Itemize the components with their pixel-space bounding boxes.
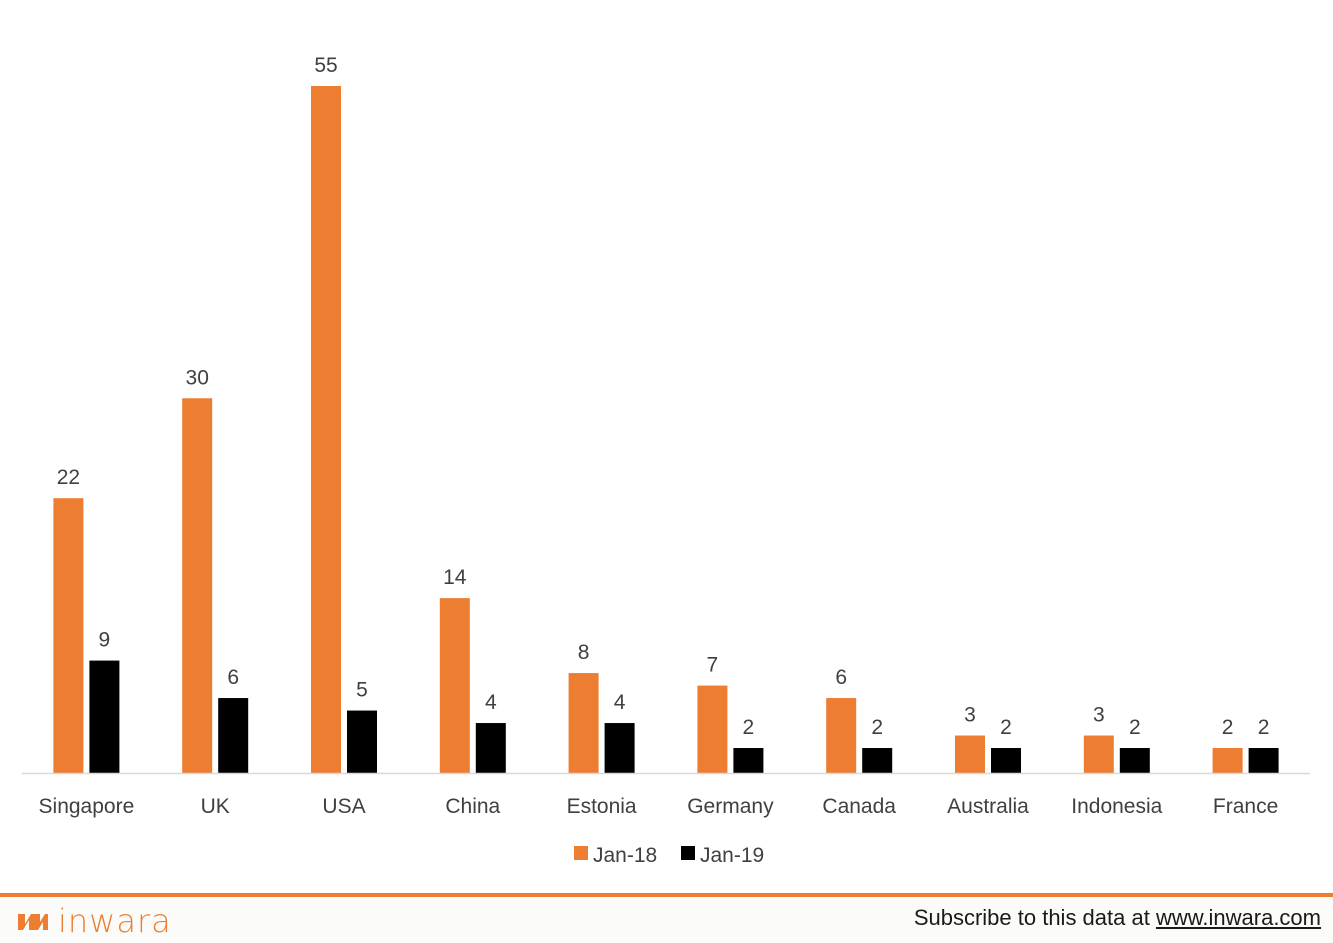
x-tick-label: USA <box>322 795 365 818</box>
data-label: 2 <box>871 716 883 739</box>
data-label: 2 <box>1000 716 1012 739</box>
footer: inwara Subscribe to this data at www.inw… <box>0 897 1333 943</box>
data-label: 2 <box>1129 716 1141 739</box>
data-label: 4 <box>614 691 626 714</box>
data-label: 2 <box>743 716 755 739</box>
data-label: 2 <box>1222 716 1234 739</box>
data-label: 55 <box>314 54 337 77</box>
bar-jan-18 <box>568 673 599 773</box>
subscribe-text: Subscribe to this data at www.inwara.com <box>914 905 1321 931</box>
x-tick-label: Australia <box>947 795 1029 818</box>
bar-jan-19 <box>89 660 120 773</box>
bar-jan-19 <box>604 723 635 773</box>
bar-jan-19 <box>733 748 764 773</box>
bar-jan-19 <box>475 723 506 773</box>
bar-jan-19 <box>862 748 893 773</box>
legend-label: Jan-18 <box>593 844 657 867</box>
bar-jan-18 <box>1083 735 1114 773</box>
x-tick-label: Canada <box>822 795 896 818</box>
data-label: 4 <box>485 691 497 714</box>
data-label: 9 <box>99 629 111 652</box>
footer-divider <box>0 893 1333 897</box>
inwara-logo-icon <box>18 914 48 930</box>
bar-jan-19 <box>991 748 1021 773</box>
data-label: 3 <box>964 704 976 727</box>
bar-jan-19 <box>347 710 377 773</box>
bar-jan-18 <box>1212 748 1243 773</box>
x-tick-label: Singapore <box>39 795 135 818</box>
legend-label: Jan-19 <box>700 844 764 867</box>
bar-jan-18 <box>955 735 985 773</box>
bar-chart: 229Singapore306UK555USA144China84Estonia… <box>22 54 1310 867</box>
bar-jan-18 <box>439 598 470 773</box>
x-tick-label: Indonesia <box>1071 795 1162 818</box>
bar-jan-18 <box>697 685 728 773</box>
bar-jan-19 <box>1119 748 1150 773</box>
x-tick-label: Estonia <box>567 795 637 818</box>
data-label: 6 <box>227 666 239 689</box>
x-tick-label: Germany <box>687 795 774 818</box>
bar-jan-18 <box>826 698 857 773</box>
data-label: 3 <box>1093 704 1105 727</box>
bar-jan-18 <box>53 498 84 773</box>
legend-swatch <box>574 846 588 860</box>
data-label: 5 <box>356 679 368 702</box>
bar-jan-19 <box>218 698 249 773</box>
subscribe-label: Subscribe to this data at <box>913 905 1156 930</box>
data-label: 8 <box>578 641 590 664</box>
data-label: 2 <box>1258 716 1270 739</box>
x-tick-label: France <box>1213 795 1278 818</box>
bar-jan-18 <box>182 398 213 773</box>
brand[interactable]: inwara <box>16 901 172 941</box>
x-tick-label: UK <box>201 795 230 818</box>
brand-name: inwara <box>58 902 172 940</box>
x-tick-label: China <box>445 795 500 818</box>
bar-jan-18 <box>311 86 341 773</box>
legend-swatch <box>681 846 695 860</box>
bar-jan-19 <box>1248 748 1279 773</box>
data-label: 30 <box>186 366 209 389</box>
subscribe-link[interactable]: www.inwara.com <box>1155 905 1321 930</box>
data-label: 22 <box>57 466 80 489</box>
data-label: 7 <box>707 654 719 677</box>
data-label: 6 <box>835 666 847 689</box>
data-label: 14 <box>443 566 467 589</box>
